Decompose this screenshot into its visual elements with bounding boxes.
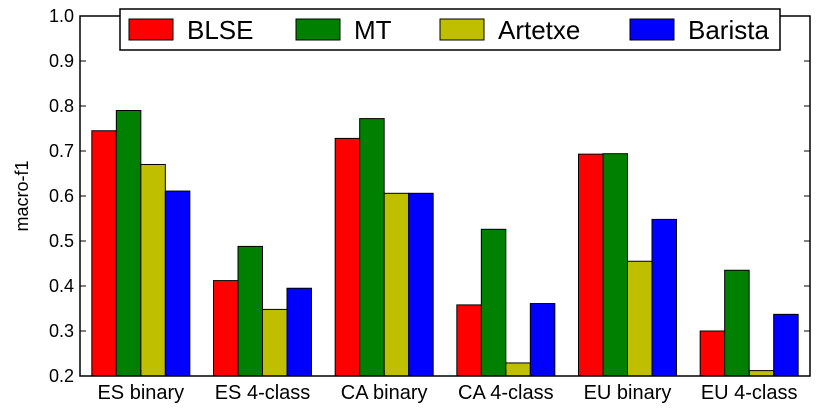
- y-tick-label: 0.3: [49, 321, 74, 341]
- legend-swatch-barista: [629, 18, 675, 41]
- bar-blse-3: [334, 137, 361, 377]
- bar-blse-5: [578, 153, 604, 377]
- bar-mt-6: [724, 269, 750, 377]
- y-tick-label: 0.6: [49, 186, 74, 206]
- bar-artetxe-6: [748, 370, 775, 377]
- bar-blse-1: [91, 130, 117, 377]
- legend-swatch-artetxe: [439, 18, 485, 41]
- x-tick-label: CA binary: [341, 382, 428, 404]
- bar-artetxe-3: [383, 192, 410, 377]
- x-axis: ES binary ES 4-class CA binary CA 4-class EU…: [97, 16, 798, 404]
- bar-barista-5: [651, 218, 677, 377]
- x-tick-label: ES 4-class: [215, 382, 311, 404]
- bar-blse-4: [456, 304, 482, 377]
- bar-mt-5: [602, 153, 628, 377]
- legend-swatch-mt: [295, 18, 341, 41]
- y-tick-label: 0.9: [49, 51, 74, 71]
- bar-mt-2: [237, 245, 263, 377]
- bar-artetxe-4: [505, 362, 531, 377]
- bar-artetxe-5: [627, 260, 653, 377]
- bar-blse-6: [699, 330, 726, 377]
- y-tick-label: 0.8: [49, 96, 74, 116]
- bar-artetxe-2: [262, 308, 288, 377]
- bar-barista-1: [164, 190, 191, 377]
- x-tick-label: ES binary: [97, 382, 184, 404]
- bar-barista-6: [773, 313, 799, 377]
- bar-mt-3: [359, 118, 385, 377]
- y-axis: 0.2 0.3 0.4 0.5 0.6 0.7 0.8 0.9 1.0: [49, 6, 810, 386]
- legend-label-mt: MT: [354, 15, 392, 45]
- x-tick-label: EU binary: [584, 382, 672, 404]
- bar-barista-4: [529, 303, 556, 377]
- legend-label-barista: Barista: [688, 15, 769, 45]
- legend-swatch-blse: [128, 18, 174, 41]
- x-tick-label: CA 4-class: [458, 382, 554, 404]
- bar-barista-3: [408, 192, 434, 377]
- legend: BLSE MT Artetxe Barista: [119, 8, 781, 51]
- y-axis-title: macro-f1: [12, 160, 32, 231]
- bar-mt-1: [115, 110, 142, 377]
- y-tick-label: 0.5: [49, 231, 74, 251]
- y-tick-label: 1.0: [49, 6, 74, 26]
- y-tick-label: 0.7: [49, 141, 74, 161]
- legend-label-blse: BLSE: [187, 15, 254, 45]
- bar-barista-2: [286, 287, 312, 377]
- bars-layer: [91, 110, 799, 377]
- bar-blse-2: [213, 280, 239, 377]
- y-tick-label: 0.2: [49, 366, 74, 386]
- x-tick-label: EU 4-class: [701, 382, 798, 404]
- y-tick-label: 0.4: [49, 276, 74, 296]
- bar-artetxe-1: [140, 164, 166, 377]
- bar-mt-4: [480, 228, 507, 377]
- legend-label-artetxe: Artetxe: [498, 15, 580, 45]
